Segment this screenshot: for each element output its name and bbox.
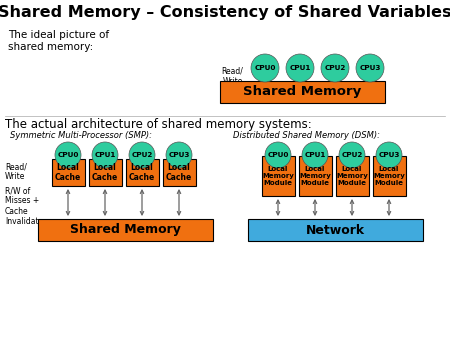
- Text: CPU2: CPU2: [131, 152, 153, 158]
- FancyBboxPatch shape: [162, 159, 195, 186]
- FancyBboxPatch shape: [126, 159, 158, 186]
- Text: CPU0: CPU0: [254, 65, 276, 71]
- Text: Local
Memory
Module: Local Memory Module: [373, 166, 405, 186]
- Circle shape: [286, 54, 314, 82]
- Text: Shared Memory – Consistency of Shared Variables: Shared Memory – Consistency of Shared Va…: [0, 5, 450, 20]
- Circle shape: [251, 54, 279, 82]
- Text: R/W of
Misses +
Cache
Invalidate: R/W of Misses + Cache Invalidate: [5, 186, 43, 226]
- Circle shape: [302, 142, 328, 168]
- Text: Local
Memory
Module: Local Memory Module: [299, 166, 331, 186]
- Circle shape: [265, 142, 291, 168]
- FancyBboxPatch shape: [248, 219, 423, 241]
- Text: CPU1: CPU1: [304, 152, 326, 158]
- FancyBboxPatch shape: [298, 156, 332, 196]
- Text: CPU0: CPU0: [57, 152, 79, 158]
- Text: Local
Memory
Module: Local Memory Module: [262, 166, 294, 186]
- Text: Symmetric Multi-Processor (SMP):: Symmetric Multi-Processor (SMP):: [10, 131, 152, 140]
- Text: CPU3: CPU3: [168, 152, 190, 158]
- Text: CPU1: CPU1: [94, 152, 116, 158]
- Text: Local
Cache: Local Cache: [55, 163, 81, 182]
- Text: The actual architecture of shared memory systems:: The actual architecture of shared memory…: [5, 118, 312, 131]
- Text: Local
Cache: Local Cache: [92, 163, 118, 182]
- Text: Local
Memory
Module: Local Memory Module: [336, 166, 368, 186]
- Text: Local
Cache: Local Cache: [129, 163, 155, 182]
- FancyBboxPatch shape: [51, 159, 85, 186]
- FancyBboxPatch shape: [220, 81, 385, 103]
- Text: CPU0: CPU0: [267, 152, 289, 158]
- Circle shape: [376, 142, 402, 168]
- Text: Network: Network: [306, 223, 365, 237]
- FancyBboxPatch shape: [336, 156, 369, 196]
- FancyBboxPatch shape: [38, 219, 213, 241]
- Text: Local
Cache: Local Cache: [166, 163, 192, 182]
- Text: CPU3: CPU3: [359, 65, 381, 71]
- Circle shape: [129, 142, 155, 168]
- Text: CPU1: CPU1: [289, 65, 310, 71]
- Circle shape: [321, 54, 349, 82]
- Text: Distributed Shared Memory (DSM):: Distributed Shared Memory (DSM):: [233, 131, 380, 140]
- Text: CPU2: CPU2: [324, 65, 346, 71]
- Circle shape: [356, 54, 384, 82]
- Text: CPU2: CPU2: [341, 152, 363, 158]
- Text: Shared Memory: Shared Memory: [243, 86, 362, 98]
- Circle shape: [92, 142, 118, 168]
- Text: Read/
Write: Read/ Write: [221, 66, 243, 86]
- Text: Read/
Write: Read/ Write: [5, 162, 27, 182]
- FancyBboxPatch shape: [373, 156, 405, 196]
- Text: The ideal picture of
shared memory:: The ideal picture of shared memory:: [8, 30, 109, 52]
- FancyBboxPatch shape: [261, 156, 294, 196]
- Circle shape: [166, 142, 192, 168]
- Text: Shared Memory: Shared Memory: [70, 223, 181, 237]
- Circle shape: [339, 142, 365, 168]
- Circle shape: [55, 142, 81, 168]
- Text: CPU3: CPU3: [378, 152, 400, 158]
- FancyBboxPatch shape: [89, 159, 122, 186]
